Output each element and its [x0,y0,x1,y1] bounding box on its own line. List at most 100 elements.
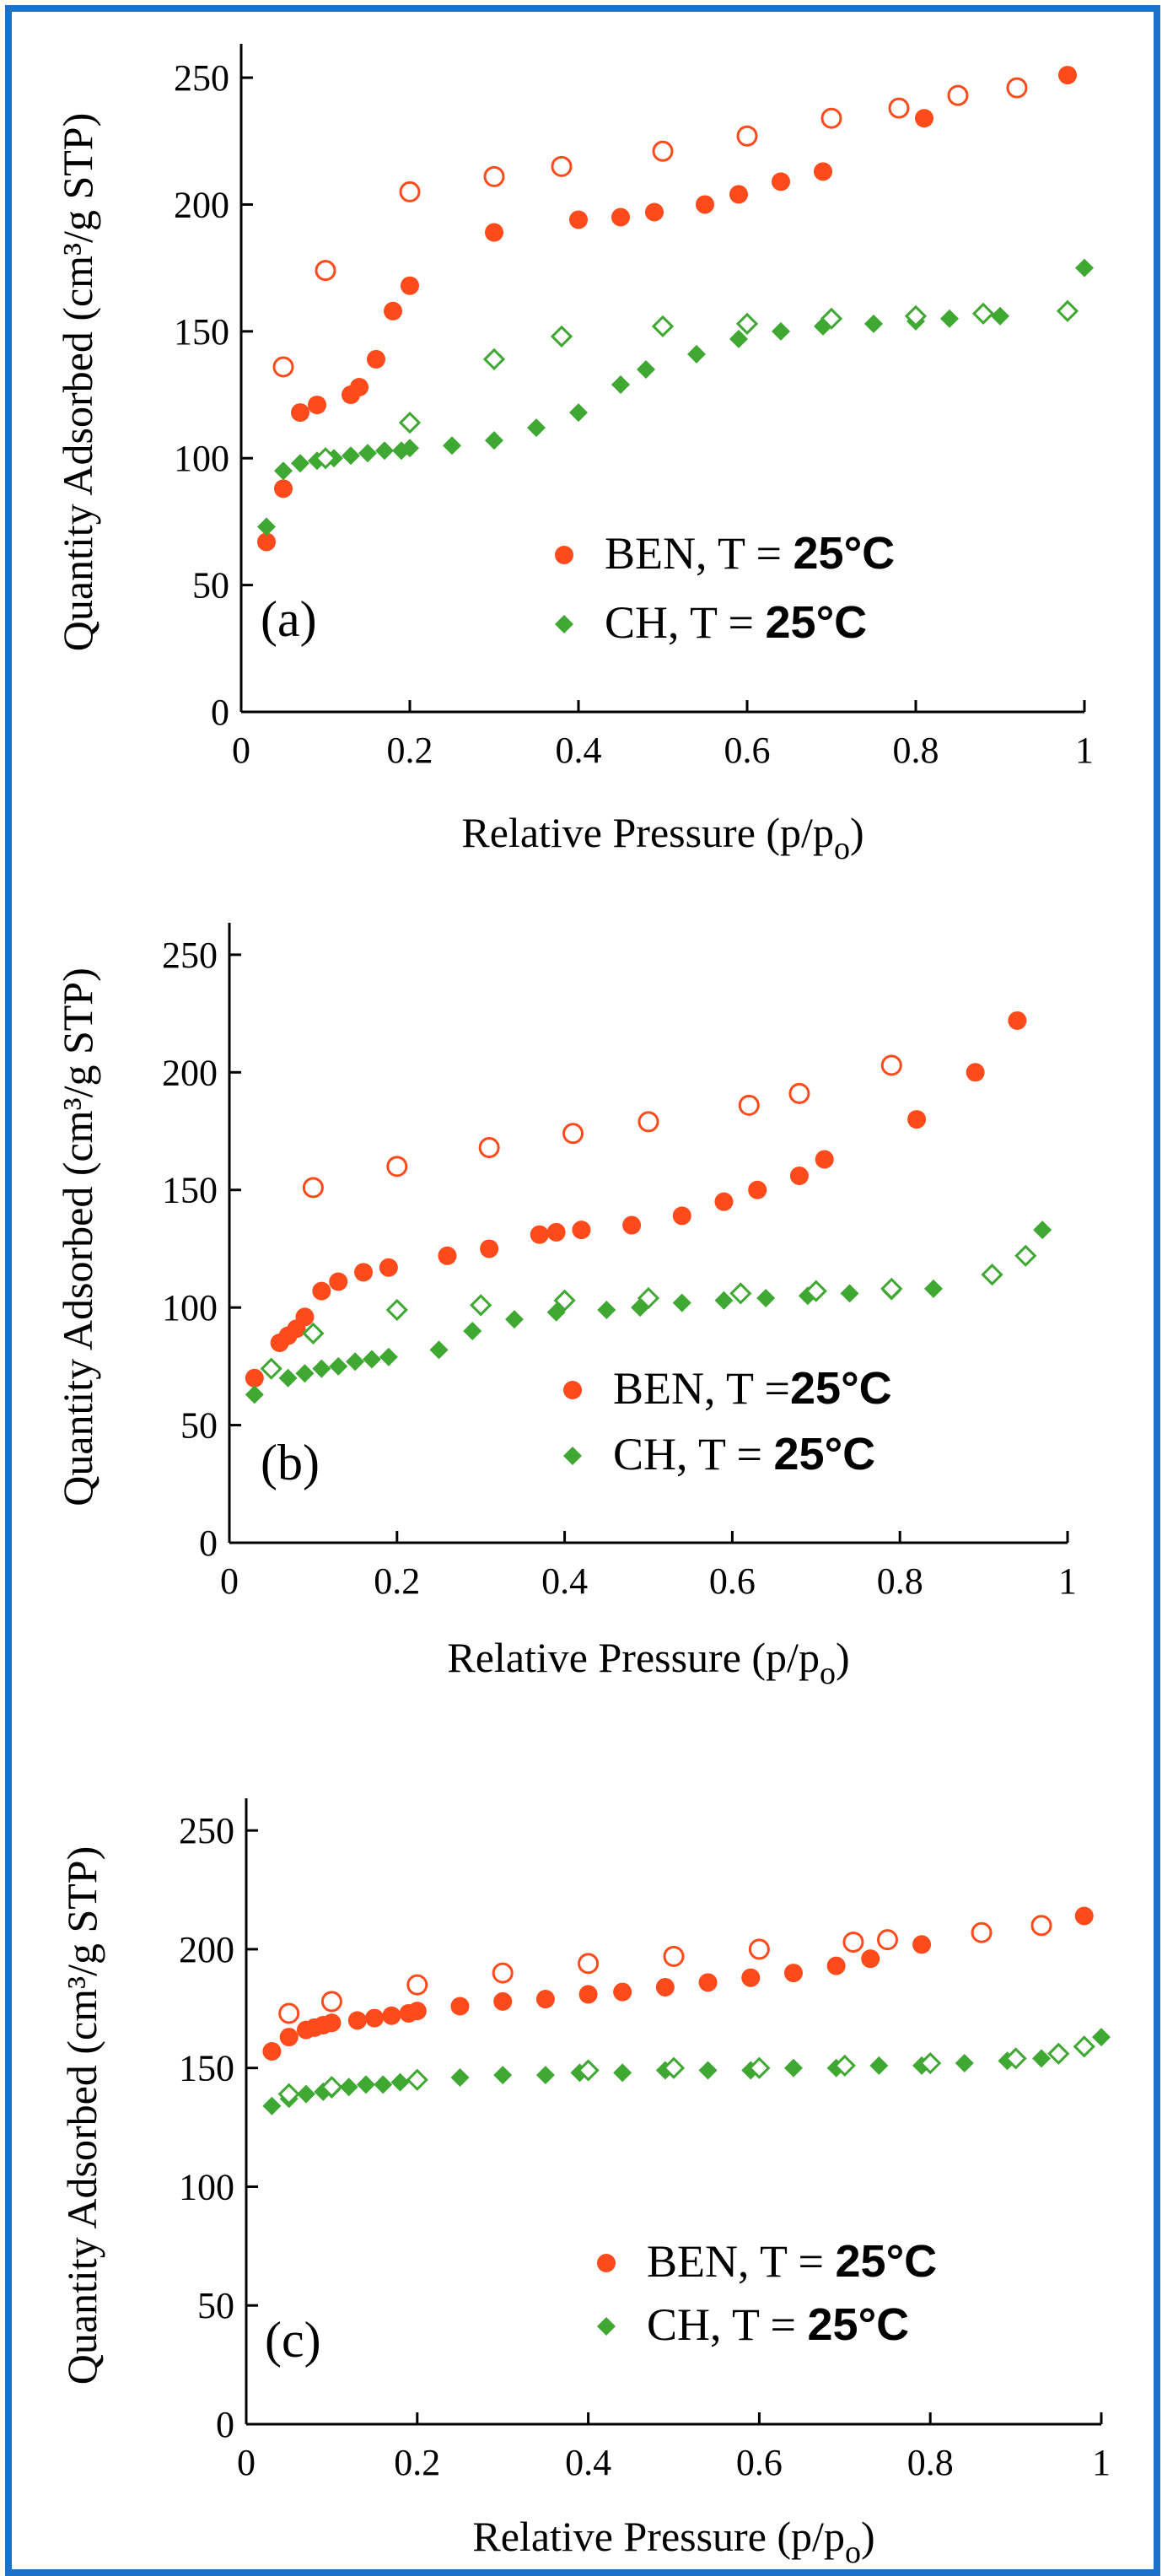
filled-circle-point [645,202,664,222]
x-axis-title-subscript: o [845,2535,861,2570]
y-tick-label: 100 [162,1287,218,1328]
open-diamond-point [919,2051,942,2075]
filled-circle-point [966,1063,985,1082]
x-tick-label: 0.8 [907,2442,954,2483]
filled-circle-point [382,2006,401,2025]
open-diamond-point [1014,1244,1037,1267]
filled-circle-point [714,1192,734,1211]
filled-diamond-point [504,1310,524,1329]
open-circle-point [788,1082,810,1104]
open-diamond-point [277,2083,300,2105]
filled-circle-point [274,479,293,498]
filled-diamond-point [374,2075,393,2094]
legend-entry-label: CH, T = 25°C [613,1429,875,1479]
series-2-filled-diamond [257,258,1094,536]
open-circle-point [1006,77,1028,99]
x-axis-title-main: Relative Pressure (p/p [472,2513,845,2560]
filled-diamond-point [296,2084,315,2104]
filled-circle-point [450,1997,470,2016]
filled-circle-point [308,396,326,415]
filled-diamond-point [555,615,573,633]
filled-circle-point [783,1964,803,1983]
filled-diamond-point [756,1289,776,1307]
filled-diamond-point [390,2072,410,2092]
y-tick-label: 50 [180,1405,218,1447]
filled-diamond-point [262,2096,282,2115]
filled-circle-point [279,2028,299,2047]
x-tick-label: 1 [1092,2442,1111,2483]
filled-diamond-point [257,517,276,536]
series-0-filled-circle [262,1906,1094,2061]
y-tick-label: 0 [199,1522,218,1564]
open-circle-point [562,1123,584,1145]
open-diamond-point [320,2076,343,2099]
y-tick-label: 0 [211,692,229,733]
x-tick-label: 0 [232,730,250,771]
filled-circle-point [257,532,276,552]
filled-diamond-point [278,1368,298,1388]
filled-diamond-point [358,444,377,463]
figure-frame: 0 50 100 150 200 250 0 0.2 0.4 0.6 0.8 1 Relative Pr… [5,5,1160,2576]
x-axis-title-main: Relative Pressure (p/p [447,1634,820,1681]
legend-temperature: 25°C [793,528,896,579]
filled-circle-point [696,195,714,214]
series-2-filled-diamond [245,1221,1052,1404]
series-1-open-circle [272,77,1028,378]
y-tick-label: 0 [216,2404,234,2445]
filled-circle-point [493,1991,513,2011]
series-3-open-diamond [260,1244,1037,1380]
open-circle-point [386,1156,408,1178]
x-axis-title: Relative Pressure (p/po) [472,2513,874,2570]
filled-diamond-point [563,1447,582,1465]
filled-circle-point [597,2254,616,2272]
filled-diamond-point [729,329,748,348]
filled-circle-point [611,207,630,227]
filled-circle-point [401,276,419,295]
filled-diamond-point [611,375,630,395]
x-axis-title-subscript: o [820,1656,836,1691]
series-3-open-diamond [314,299,1079,470]
filled-diamond-point [362,1350,381,1369]
x-tick-label: 0.6 [736,2442,783,2483]
y-tick-label: 150 [174,311,229,353]
filled-diamond-point [840,1284,859,1303]
legend-entry-label: BEN, T =25°C [613,1363,892,1414]
legend-series-name: CH, T = [613,1429,774,1479]
open-diamond-point [398,412,422,434]
x-axis-title-end: ) [836,1634,850,1681]
filled-diamond-point [637,359,655,379]
filled-circle-point [245,1368,264,1388]
x-tick-label: 0.6 [724,730,771,771]
open-diamond-point [833,2054,856,2077]
filled-circle-point [347,2011,367,2030]
filled-diamond-point [535,2066,555,2085]
legend-series-name: CH, T = [605,597,766,648]
x-tick-label: 0.8 [893,730,939,771]
open-diamond-point [1056,299,1079,322]
open-diamond-point [470,1294,492,1317]
filled-diamond-point [346,1352,365,1372]
filled-diamond-point [443,436,461,455]
filled-diamond-point [312,1359,331,1378]
x-tick-label: 0.2 [374,1560,420,1602]
filled-circle-point [772,172,790,191]
series-0-filled-circle [245,1010,1027,1388]
filled-circle-point [354,1263,374,1282]
filled-diamond-point [485,431,503,450]
series-0-filled-circle [257,66,1077,552]
filled-circle-point [748,1180,767,1199]
open-diamond-point [880,1277,903,1300]
panel-label: (c) [265,2312,321,2368]
y-tick-label: 100 [179,2166,234,2207]
filled-diamond-point [527,418,546,438]
open-diamond-point [385,1298,408,1322]
open-circle-point [578,1953,600,1975]
filled-diamond-point [1075,258,1094,278]
y-axis-title: Quantity Adsorbed (cm³/g STP) [58,1846,105,2385]
open-diamond-point [981,1263,1003,1286]
open-diamond-point [820,307,843,330]
open-circle-point [888,97,910,119]
chart-panel-b: 0 50 100 150 200 250 0 0.2 0.4 0.6 0.8 1 Relative Pr… [54,923,1077,1691]
legend-series-name: CH, T = [647,2299,808,2350]
filled-circle-point [915,109,933,128]
